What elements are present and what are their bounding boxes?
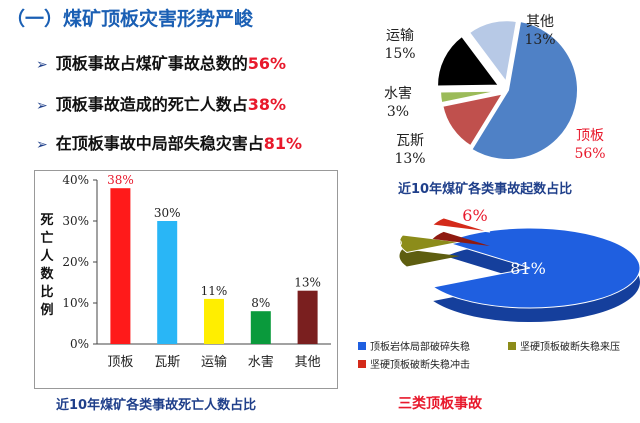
bar-data-label: 8% — [251, 296, 270, 310]
legend-label: 坚硬顶板破断失稳来压 — [520, 340, 620, 353]
pie-slice-顶板 — [469, 19, 579, 161]
arrow-icon: ➢ — [36, 137, 48, 153]
bullet-value: 38% — [247, 95, 287, 114]
pie3d-value-label: 13% — [369, 232, 402, 250]
pie-slice-value: 13% — [524, 32, 555, 48]
pie-slice-水害 — [439, 89, 503, 105]
x-tick-label: 顶板 — [107, 355, 133, 370]
y-tick-label: 0% — [70, 337, 89, 351]
y-tick-label: 20% — [62, 255, 89, 269]
bar-data-label: 13% — [294, 276, 321, 290]
bar-data-label: 11% — [201, 284, 228, 298]
bar-其他 — [297, 290, 318, 344]
bar-data-label: 38% — [107, 173, 134, 187]
pie-chart-caption: 近10年煤矿各类事故起数占比 — [398, 182, 573, 197]
legend-swatch — [508, 342, 516, 350]
pie3d-value-label: 6% — [462, 206, 487, 225]
x-tick-label: 水害 — [248, 354, 274, 370]
pie-slice-label: 水害 — [384, 86, 412, 102]
pie-slice-瓦斯 — [441, 91, 506, 148]
bullet-text: 顶板事故占煤矿事故总数的 — [55, 54, 248, 73]
x-tick-label: 其他 — [295, 355, 321, 370]
bar-瓦斯 — [157, 221, 178, 344]
x-tick-label: 运输 — [201, 354, 227, 370]
y-tick-label: 10% — [62, 296, 89, 310]
pie3d-slice-坚硬顶板破断失稳来压 — [399, 234, 461, 267]
pie-slice-运输 — [436, 34, 502, 88]
legend-swatch — [358, 360, 366, 368]
pie-slice-value: 13% — [394, 151, 425, 167]
page-title: （一）煤矿顶板灾害形势严峻 — [6, 8, 254, 30]
pie-slice-label: 其他 — [526, 14, 554, 30]
y-tick-label: 30% — [62, 214, 89, 228]
bar-data-label: 30% — [154, 206, 181, 220]
bullet-text: 在顶板事故中局部失稳灾害占 — [55, 134, 264, 153]
pie-slice-其他 — [467, 19, 519, 85]
bar-顶板 — [110, 188, 131, 344]
pie3d-value-label: 81% — [510, 259, 546, 278]
x-tick-label: 瓦斯 — [154, 355, 180, 370]
arrow-icon: ➢ — [36, 98, 48, 114]
legend-swatch — [358, 342, 366, 350]
bar-chart-caption: 近10年煤矿各类事故死亡人数占比 — [56, 398, 257, 413]
pie-slice-value: 56% — [574, 146, 605, 162]
bullet-roof-accident-share: ➢ 顶板事故占煤矿事故总数的56% — [36, 50, 286, 74]
pie-slice-label: 运输 — [386, 28, 414, 44]
y-tick-label: 40% — [62, 173, 89, 187]
y-axis-label: 死亡人数比例 — [40, 213, 54, 318]
pie-slice-label: 顶板 — [576, 128, 604, 144]
bullet-local-instability-share: ➢ 在顶板事故中局部失稳灾害占81% — [36, 130, 302, 154]
death-share-chart-frame: 0% 10% 20% 30% 40% 死亡人数比例 38% 顶板 30% 瓦斯 11% 运输 8% 水害 1… — [34, 170, 338, 389]
accident-count-pie-chart: 顶板 56% 瓦斯 13% 水害 3% 运输 15% 其他 13% — [384, 14, 606, 167]
pie3d-slice-坚硬顶板破断失稳冲击 — [431, 217, 491, 246]
bullet-death-share: ➢ 顶板事故造成的死亡人数占38% — [36, 91, 286, 115]
death-share-bar-chart: 0% 10% 20% 30% 40% 死亡人数比例 38% 顶板 30% 瓦斯 11% 运输 8% 水害 1… — [40, 173, 331, 370]
arrow-icon: ➢ — [36, 57, 48, 73]
pie-slice-value: 15% — [384, 46, 415, 62]
pie3d-slice-顶板岩体局部破碎失稳 — [431, 227, 640, 322]
roof-type-chart-caption: 三类顶板事故 — [398, 396, 482, 412]
pie-slice-value: 3% — [387, 104, 409, 120]
pie-slice-label: 瓦斯 — [396, 133, 424, 149]
legend-label: 坚硬顶板破断失稳冲击 — [370, 358, 470, 371]
bullet-value: 81% — [263, 134, 303, 153]
bullet-value: 56% — [247, 54, 287, 73]
bullet-text: 顶板事故造成的死亡人数占 — [55, 95, 248, 114]
bar-运输 — [204, 298, 224, 344]
bar-水害 — [250, 311, 271, 344]
legend-label: 顶板岩体局部破碎失稳 — [370, 340, 470, 353]
